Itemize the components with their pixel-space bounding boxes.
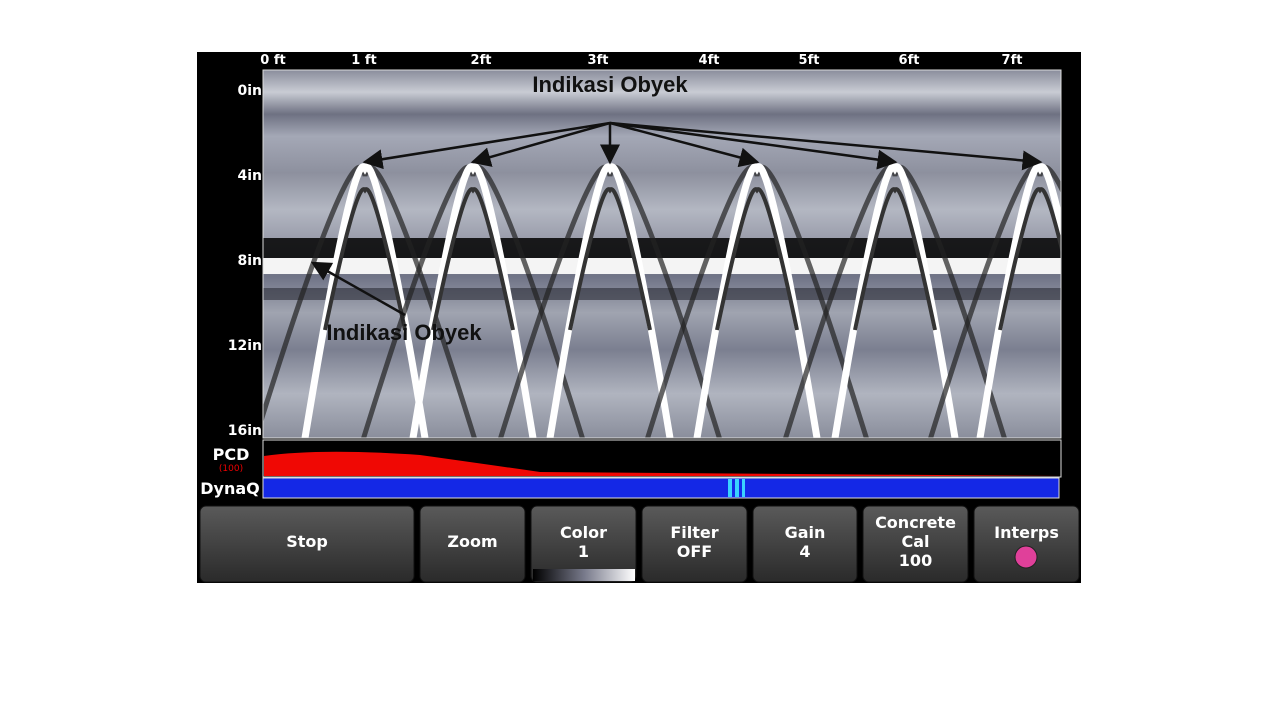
radargram (263, 70, 1061, 438)
button-label: Color (560, 523, 607, 542)
interps-indicator (1014, 545, 1038, 569)
dynaq-bar (262, 477, 1060, 499)
button[interactable] (752, 505, 858, 583)
distance-label: 2ft (471, 53, 492, 68)
distance-label: 3ft (588, 53, 609, 68)
reflection-inner (431, 187, 515, 331)
annotation-arrow (609, 121, 898, 170)
distance-label: 7ft (1002, 53, 1023, 68)
button[interactable] (419, 505, 526, 583)
reflection-inner (715, 187, 799, 331)
depth-label: 0in (237, 83, 262, 99)
button-label: 4 (799, 542, 810, 561)
distance-label: 1 ft (351, 53, 376, 68)
reflection-shadow (498, 164, 722, 438)
annotation-arrow (362, 121, 611, 170)
depth-label: 8in (237, 253, 262, 269)
annotation: Indikasi Obyek (326, 320, 482, 345)
button-label: Interps (994, 523, 1059, 542)
annotation-arrow (609, 121, 1043, 171)
reflection (409, 163, 537, 438)
depth-label: 12in (228, 338, 262, 354)
pcd-area (264, 451, 1060, 476)
button-label: 1 (578, 542, 589, 561)
button[interactable] (530, 505, 637, 583)
reflection-shadow (645, 164, 869, 438)
reflection-inner (998, 187, 1061, 331)
depth-label: 16in (228, 423, 262, 439)
annotation-arrow (470, 121, 611, 167)
button[interactable] (973, 505, 1080, 583)
distance-label: 6ft (899, 53, 920, 68)
color-scale (533, 569, 635, 581)
reflection-inner (853, 187, 937, 331)
reflection-shadow (361, 164, 585, 438)
distance-label: 0 ft (260, 53, 285, 68)
button[interactable] (199, 505, 415, 583)
button[interactable] (862, 505, 969, 583)
reflection-shadow (263, 164, 477, 438)
pcd-sub: (100) (219, 464, 243, 474)
annotation: Indikasi Obyek (532, 72, 688, 97)
reflection-shadow (928, 164, 1061, 438)
distance-label: 4ft (699, 53, 720, 68)
reflection-shadow (783, 164, 1007, 438)
reflection (693, 163, 821, 438)
button-label: Cal (901, 532, 929, 551)
button-label: OFF (677, 542, 712, 561)
reflection-inner (323, 187, 407, 331)
button-label: Stop (286, 532, 328, 551)
button-label: Gain (785, 523, 826, 542)
distance-label: 5ft (799, 53, 820, 68)
button[interactable] (641, 505, 748, 583)
dynaq-label: DynaQ (200, 479, 260, 498)
button-label: Zoom (447, 532, 497, 551)
depth-label: 4in (237, 168, 262, 184)
button-label: Concrete (875, 513, 956, 532)
reflection-inner (568, 187, 652, 331)
button-label: Filter (670, 523, 718, 542)
reflection (546, 163, 674, 438)
annotation-arrow (609, 121, 760, 168)
pcd-label: PCD (213, 445, 250, 464)
button-label: 100 (899, 551, 932, 570)
